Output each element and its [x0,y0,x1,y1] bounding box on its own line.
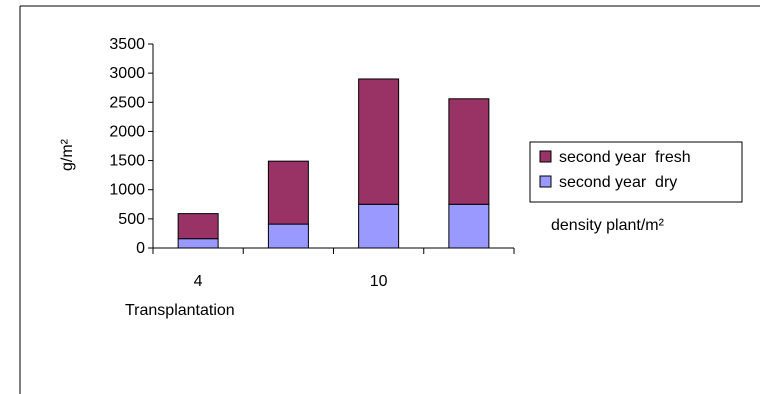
bar-segment-fresh [358,78,400,205]
bar-segment-dry [448,203,490,249]
legend-swatch [539,150,552,163]
y-tick-label: 500 [118,211,145,228]
y-tick-label: 3000 [109,65,145,82]
bar-segment-fresh [448,98,490,205]
legend-frame [529,141,743,203]
bar-segment-dry [177,238,219,249]
legend-swatch [539,175,552,188]
legend-label: second year dry [559,174,677,191]
legend-items: second year fresh second year dry [539,149,691,191]
y-tick-label: 0 [136,240,145,257]
y-tick-label: 3500 [109,36,145,53]
y-axis-ticks: 0 500 1000 1500 2000 2500 3000 3500 [109,36,153,257]
x-tick-label: 10 [370,273,388,290]
x-axis-ticks: 4 10 [152,248,515,290]
bar-segment-fresh [177,213,219,240]
x-tick-label: 4 [194,273,203,290]
bar-segment-fresh [267,160,309,225]
bar-segment-dry [358,203,400,249]
y-tick-label: 1500 [109,153,145,170]
y-axis-label: g/m² [59,138,76,171]
annotation-density: density plant/m² [551,217,665,234]
y-tick-label: 1000 [109,182,145,199]
legend: second year fresh second year dry [529,141,743,203]
y-tick-label: 2500 [109,94,145,111]
y-tick-label: 2000 [109,123,145,140]
legend-label: second year fresh [559,149,691,166]
x-axis-caption: Transplantation [125,302,235,319]
bar-segment-dry [267,223,309,249]
plot-area [152,44,514,249]
